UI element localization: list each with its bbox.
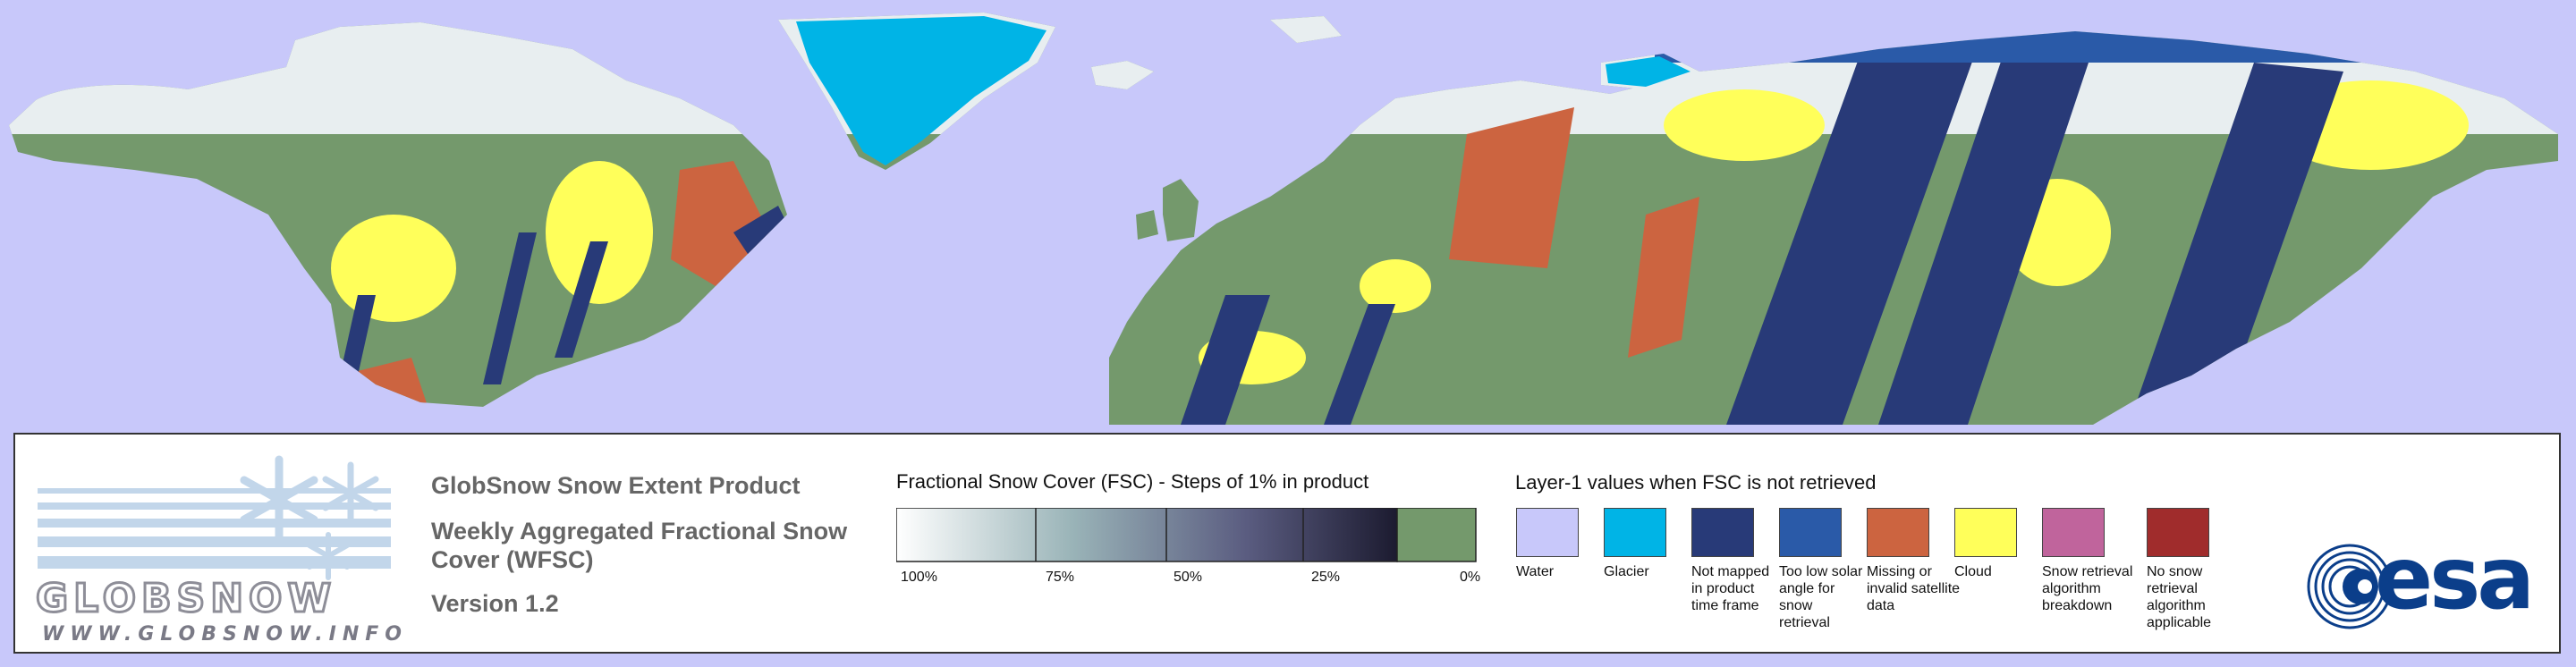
legend-label-not-mapped: Not mapped in product time frame — [1691, 564, 1770, 613]
fsc-legend-title: Fractional Snow Cover (FSC) - Steps of 1… — [896, 470, 1369, 493]
product-subtitle: Weekly Aggregated Fractional Snow Cover … — [431, 518, 848, 573]
esa-logo: esa — [2305, 528, 2555, 636]
logo-stripes — [38, 488, 391, 569]
legend-swatch-missing — [1867, 508, 1929, 557]
legend-label-glacier: Glacier — [1604, 564, 1649, 579]
legend-swatch-no-algorithm — [2147, 508, 2209, 557]
legend-label-low-solar: Too low solar angle for snow retrieval — [1779, 564, 1863, 630]
legend-swatch-cloud — [1954, 508, 2017, 557]
fsc-zero-swatch — [1396, 508, 1477, 562]
legend-swatch-algorithm-breakdown — [2042, 508, 2105, 557]
logo-wordmark: GLOBSNOW — [35, 575, 336, 623]
missing-data-areas — [340, 107, 1699, 420]
fsc-colorbar — [896, 508, 1477, 562]
layer1-legend-title: Layer-1 values when FSC is not retrieved — [1515, 471, 1877, 494]
fsc-tick: 100% — [901, 570, 937, 585]
esa-wordmark: esa — [2375, 528, 2535, 629]
fsc-tick: 50% — [1174, 570, 1203, 585]
legend-swatch-not-mapped — [1691, 508, 1754, 557]
globsnow-logo: GLOBSNOW WWW.GLOBSNOW.INFO — [35, 451, 402, 646]
product-title: GlobSnow Snow Extent Product — [431, 472, 801, 499]
fsc-tick: 0% — [1460, 570, 1481, 585]
legend-label-no-algorithm: No snow retrieval algorithm applicable — [2147, 564, 2212, 630]
legend-panel: GLOBSNOW WWW.GLOBSNOW.INFO GlobSnow Snow… — [13, 433, 2561, 654]
legend-label-cloud: Cloud — [1954, 564, 1992, 579]
legend-label-missing: Missing or invalid satellite data — [1867, 564, 1961, 613]
legend-swatch-glacier — [1604, 508, 1666, 557]
snow-cover-map — [9, 13, 2558, 425]
legend-label-water: Water — [1516, 564, 1555, 579]
logo-url: WWW.GLOBSNOW.INFO — [42, 623, 409, 646]
snowflake-icon — [240, 455, 379, 580]
legend-swatch-water — [1516, 508, 1579, 557]
fsc-tick: 25% — [1311, 570, 1341, 585]
fsc-tick: 75% — [1046, 570, 1075, 585]
greenland-glacier — [796, 16, 1046, 165]
legend-swatch-low-solar — [1779, 508, 1842, 557]
esa-swirl-icon — [2307, 544, 2393, 629]
product-version: Version 1.2 — [431, 590, 559, 617]
fsc-gradient — [896, 508, 1398, 562]
legend-label-algorithm-breakdown: Snow retrieval algorithm breakdown — [2042, 564, 2133, 613]
arctic-glacier — [1606, 56, 1690, 87]
not-mapped-swaths — [340, 49, 2343, 425]
